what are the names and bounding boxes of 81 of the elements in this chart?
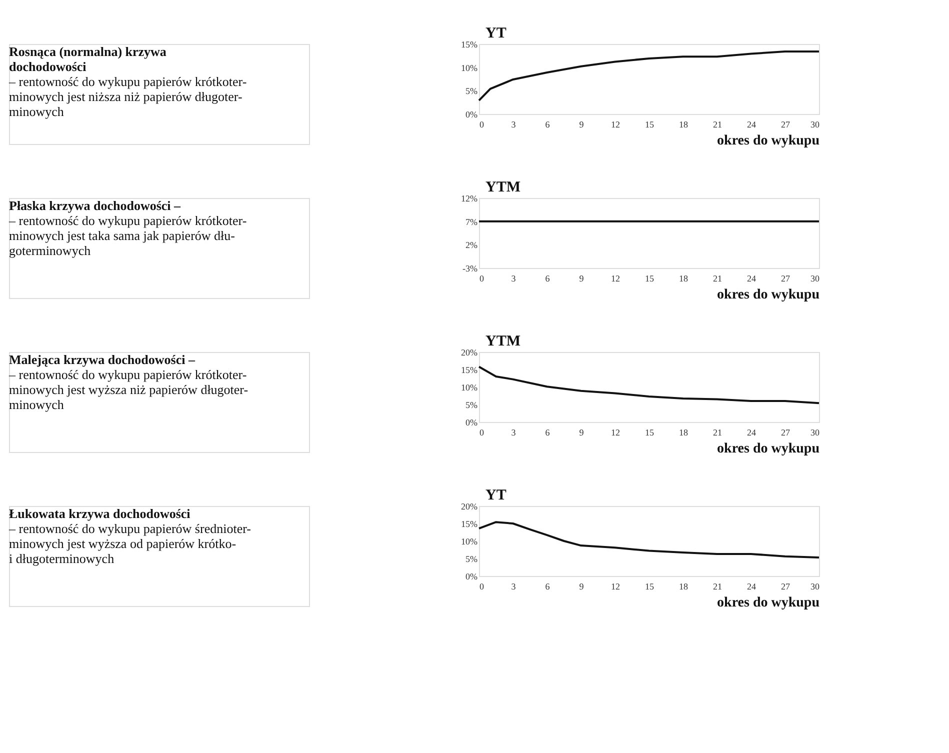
x-tick-label: 12 (611, 274, 620, 284)
x-tick-label: 27 (781, 582, 790, 592)
text: Malejąca krzywa dochodowości – (9, 352, 196, 367)
y-tick-label: 15% (461, 365, 478, 375)
x-tick-label: 27 (781, 428, 790, 438)
x-tick-label: 9 (579, 274, 584, 284)
y-tick-label: 20% (461, 348, 478, 358)
x-axis-title: okres do wykupu (717, 134, 820, 148)
text: Płaska krzywa dochodowości – (9, 198, 182, 213)
x-tick-label: 18 (679, 120, 688, 130)
text: – rentowność do wykupu papierów krótkoter- minowych jest taka sama jak papierów dłu- goterminowych (8, 213, 247, 258)
x-tick-label: 30 (810, 582, 820, 592)
x-tick-label: 0 (480, 582, 484, 592)
x-tick-label: 3 (511, 582, 516, 592)
y-tick-label: -3% (462, 264, 478, 274)
y-tick-label: 0% (466, 110, 478, 120)
x-tick-label: 12 (611, 582, 620, 592)
x-tick-label: 15 (645, 120, 654, 130)
x-axis-title: okres do wykupu (717, 288, 820, 302)
y-tick-label: 2% (466, 240, 478, 250)
x-tick-label: 18 (679, 274, 688, 284)
line-series (478, 50, 820, 102)
x-tick-label: 12 (611, 428, 620, 438)
y-tick-label: 0% (466, 418, 478, 428)
x-tick-label: 21 (713, 582, 722, 592)
x-tick-label: 21 (713, 274, 722, 284)
y-tick-label: 15% (461, 40, 478, 50)
y-tick-label: 5% (466, 554, 478, 564)
x-tick-label: 27 (781, 120, 790, 130)
text: Łukowata krzywa dochodowości (9, 506, 191, 521)
x-tick-label: 24 (747, 582, 756, 592)
x-tick-label: 3 (511, 274, 516, 284)
x-tick-label: 30 (810, 428, 820, 438)
y-tick-label: 15% (461, 519, 478, 529)
y-tick-label: 0% (466, 572, 478, 582)
text: – rentowność do wykupu papierów średnioter- minowych jest wyższa od papierów krótko- i długoterminowych (8, 521, 251, 566)
x-tick-label: 0 (480, 428, 484, 438)
x-tick-label: 27 (781, 274, 790, 284)
y-tick-label: 10% (461, 382, 478, 392)
x-tick-label: 0 (480, 274, 484, 284)
y-axis-title: YTM (486, 180, 520, 196)
x-axis-title: okres do wykupu (717, 596, 820, 610)
x-tick-label: 9 (579, 428, 584, 438)
x-axis-title: okres do wykupu (717, 442, 820, 456)
x-tick-label: 15 (645, 428, 654, 438)
x-tick-label: 9 (579, 120, 584, 130)
x-tick-label: 30 (810, 274, 820, 284)
x-tick-label: 24 (747, 428, 756, 438)
y-tick-label: 10% (461, 62, 478, 73)
x-tick-label: 24 (747, 120, 756, 130)
y-axis-title: YT (486, 26, 506, 42)
line-series (478, 366, 820, 404)
x-tick-label: 0 (480, 120, 484, 130)
y-tick-label: 10% (461, 536, 478, 546)
x-tick-label: 15 (645, 582, 654, 592)
x-tick-label: 24 (747, 274, 756, 284)
y-tick-label: 12% (461, 194, 478, 204)
x-tick-label: 6 (545, 274, 550, 284)
x-tick-label: 30 (810, 120, 820, 130)
x-tick-label: 9 (579, 582, 584, 592)
x-tick-label: 15 (645, 274, 654, 284)
y-axis-title: YT (486, 488, 506, 504)
text: – rentowność do wykupu papierów krótkoter- minowych jest wyższa niż papierów długoter- minowych (8, 367, 248, 412)
y-tick-label: 7% (466, 216, 478, 227)
text: Rosnąca (normalna) krzywa dochodowości (9, 44, 167, 74)
x-tick-label: 6 (545, 428, 550, 438)
y-tick-label: 5% (466, 86, 478, 96)
x-tick-label: 6 (545, 582, 550, 592)
x-tick-label: 21 (713, 120, 722, 130)
x-tick-label: 6 (545, 120, 550, 130)
x-tick-label: 3 (511, 428, 516, 438)
y-axis-title: YTM (486, 334, 520, 350)
x-tick-label: 12 (611, 120, 620, 130)
y-tick-label: 5% (466, 400, 478, 410)
x-tick-label: 18 (679, 428, 688, 438)
line-series (478, 521, 820, 558)
text: – rentowność do wykupu papierów krótkoter- minowych jest niższa niż papierów długoter- minowych (8, 74, 247, 119)
y-tick-label: 20% (461, 502, 478, 512)
x-tick-label: 21 (713, 428, 722, 438)
x-tick-label: 18 (679, 582, 688, 592)
x-tick-label: 3 (511, 120, 516, 130)
